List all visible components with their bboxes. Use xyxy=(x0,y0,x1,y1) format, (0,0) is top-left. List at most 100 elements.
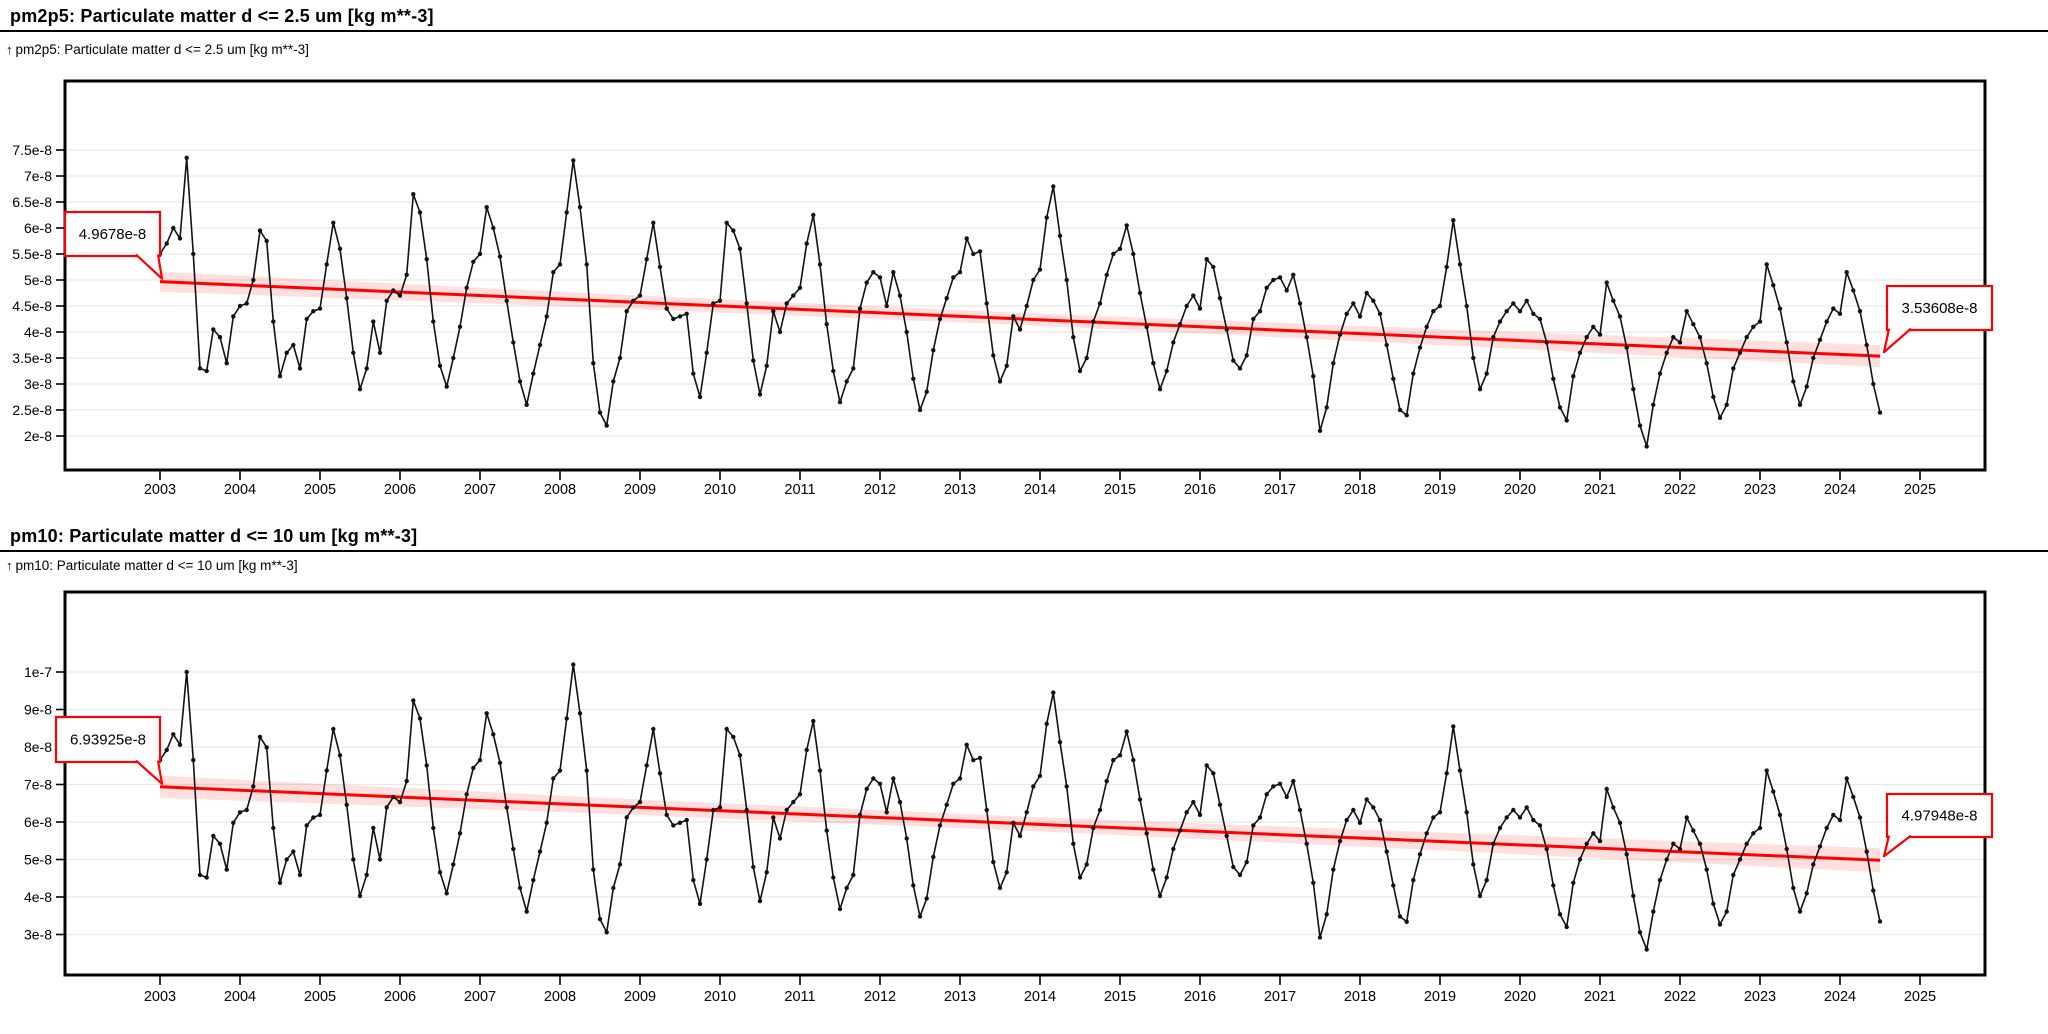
data-point xyxy=(1037,773,1043,779)
data-point xyxy=(1784,846,1789,852)
data-point xyxy=(371,319,376,324)
data-point xyxy=(1797,402,1803,407)
data-point xyxy=(1464,810,1469,815)
data-point xyxy=(364,872,369,878)
data-point xyxy=(177,742,183,747)
data-point xyxy=(591,867,596,872)
data-point xyxy=(444,384,449,389)
data-point xyxy=(791,799,796,805)
data-point xyxy=(291,849,296,854)
data-point xyxy=(1711,901,1716,906)
data-point xyxy=(884,810,889,815)
data-point xyxy=(457,831,463,836)
data-point xyxy=(1211,264,1216,270)
data-point xyxy=(851,872,856,878)
data-point xyxy=(217,335,223,340)
data-point xyxy=(371,825,376,831)
data-point xyxy=(1571,880,1576,885)
data-point xyxy=(1691,322,1696,327)
data-point xyxy=(351,350,356,355)
data-point xyxy=(1697,335,1703,340)
data-point xyxy=(951,781,956,786)
x-tick-label: 2022 xyxy=(1664,989,1696,1005)
pm10-chart: 3e-8 4e-8 5e-8 6e-8 7e-8 8e-8 9e-8 1e-7 2003 2004… xyxy=(24,590,1994,1005)
y-tick-label: 3.5e-8 xyxy=(12,350,52,366)
data-point xyxy=(844,885,849,891)
data-point xyxy=(1391,376,1396,381)
data-point xyxy=(1597,838,1603,844)
data-point xyxy=(1371,805,1376,810)
data-point xyxy=(1004,363,1009,368)
data-point xyxy=(257,734,263,740)
y-tick-label: 3e-8 xyxy=(24,376,52,392)
data-point xyxy=(891,270,896,275)
data-point xyxy=(577,711,583,716)
data-point xyxy=(1457,768,1463,773)
data-point xyxy=(1617,820,1623,825)
data-point xyxy=(651,726,656,732)
data-point xyxy=(451,862,456,867)
x-tick-label: 2013 xyxy=(944,989,976,1005)
x-tick-label: 2004 xyxy=(224,482,256,498)
data-point xyxy=(951,275,956,280)
y-tick-label: 3e-8 xyxy=(24,927,52,943)
data-point xyxy=(484,205,489,210)
data-point xyxy=(417,210,423,215)
data-point xyxy=(1797,909,1803,914)
x-tick-label: 2020 xyxy=(1504,989,1536,1005)
data-point xyxy=(1331,867,1336,872)
data-point xyxy=(651,220,656,225)
data-point xyxy=(1877,919,1883,924)
data-point xyxy=(1604,786,1609,792)
data-point xyxy=(1064,277,1069,283)
data-point xyxy=(604,423,609,428)
data-point xyxy=(1471,862,1476,867)
data-point xyxy=(737,753,743,758)
data-point xyxy=(1297,807,1303,813)
data-point xyxy=(837,906,843,912)
y-tick-label: 8e-8 xyxy=(24,739,52,755)
data-point xyxy=(717,298,723,303)
data-point xyxy=(811,212,816,218)
data-point xyxy=(1291,778,1296,784)
data-point xyxy=(764,870,769,875)
data-point xyxy=(204,875,209,880)
data-point xyxy=(1831,812,1836,818)
data-point xyxy=(1511,301,1516,306)
data-point xyxy=(471,765,476,771)
data-point xyxy=(564,210,569,215)
data-point xyxy=(1811,355,1816,361)
x-tick-label: 2013 xyxy=(944,482,976,498)
data-point xyxy=(1524,298,1529,303)
data-point xyxy=(931,348,936,353)
data-point xyxy=(1317,935,1323,940)
data-point xyxy=(1071,335,1076,340)
data-point xyxy=(1004,870,1009,875)
data-point xyxy=(637,799,643,805)
data-point xyxy=(1564,924,1569,930)
data-point xyxy=(1237,872,1243,878)
data-point xyxy=(1357,820,1363,825)
x-tick-label: 2007 xyxy=(464,482,496,498)
data-point xyxy=(744,807,749,813)
data-point xyxy=(1817,844,1823,849)
data-point xyxy=(771,309,776,314)
data-point xyxy=(1504,309,1509,314)
trend-line xyxy=(159,280,1881,358)
data-point xyxy=(1324,405,1329,410)
data-point xyxy=(897,293,903,298)
x-tick-label: 2017 xyxy=(1264,989,1296,1005)
data-point xyxy=(897,799,903,805)
data-point xyxy=(1757,319,1763,324)
data-point xyxy=(1831,306,1836,311)
data-point xyxy=(1597,332,1603,337)
y-tick-label: 2.5e-8 xyxy=(12,402,52,418)
data-point xyxy=(251,784,256,789)
data-point xyxy=(1591,831,1596,836)
data-point xyxy=(864,280,869,285)
x-tick-label: 2019 xyxy=(1424,989,1456,1005)
x-tick-label: 2018 xyxy=(1344,482,1376,498)
data-point xyxy=(411,698,416,703)
data-point xyxy=(584,768,589,773)
data-point xyxy=(797,792,803,797)
